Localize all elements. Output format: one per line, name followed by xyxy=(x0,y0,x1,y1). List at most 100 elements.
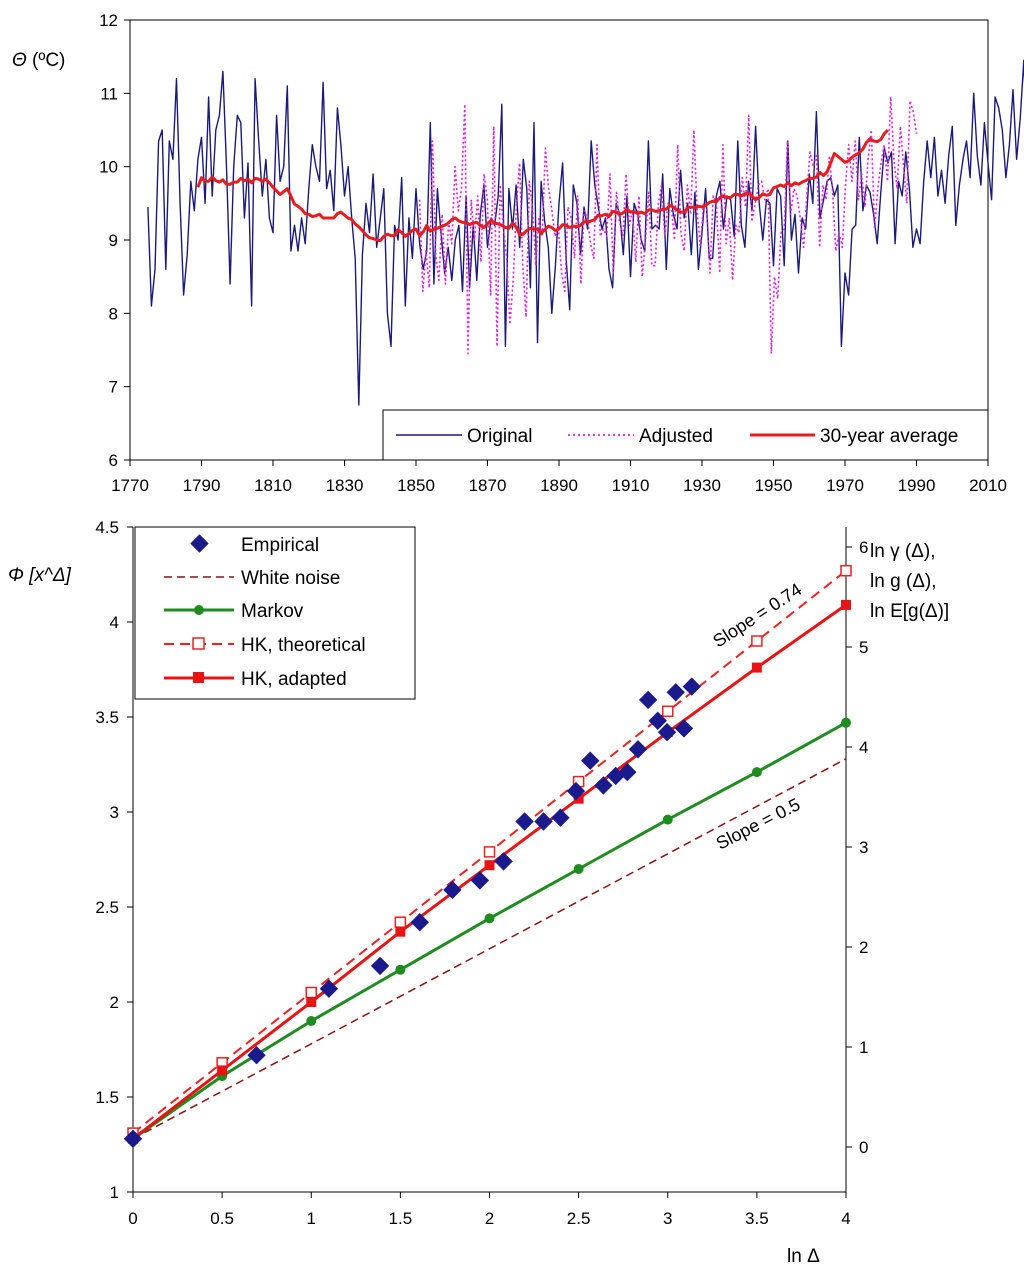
bottom-y-tick-label: 3 xyxy=(110,803,119,822)
empirical-point xyxy=(566,781,586,801)
bottom-y-tick-label: 1 xyxy=(110,1183,119,1202)
empirical-point xyxy=(594,776,613,795)
top-x-tick-label: 1910 xyxy=(612,476,650,495)
top-y-tick-label: 10 xyxy=(99,158,118,177)
legend-hk-adapted-marker xyxy=(193,672,204,683)
original-series-line xyxy=(147,59,1024,406)
top-x-tick-label: 2010 xyxy=(969,476,1007,495)
legend-empirical-label: Empirical xyxy=(241,535,319,556)
empirical-point xyxy=(648,711,667,730)
empirical-point xyxy=(370,956,390,976)
hk-theoretical-point xyxy=(751,635,763,647)
empirical-point xyxy=(494,852,513,871)
top-x-tick-label: 1950 xyxy=(755,476,793,495)
white-noise-line xyxy=(132,758,847,1140)
top-legend: Original Adjusted 30-year average xyxy=(382,409,989,461)
empirical-point xyxy=(674,719,694,738)
legend-hk-theoretical-label: HK, theoretical xyxy=(241,635,366,656)
top-y-axis: 6 7 8 9 10 11 12 xyxy=(99,11,130,470)
top-legend-box xyxy=(382,409,989,461)
empirical-point xyxy=(534,812,553,831)
bottom-right-y-tick-label: 6 xyxy=(859,538,868,557)
bottom-right-y-tick-label: 1 xyxy=(859,1038,868,1057)
hk-adapted-point xyxy=(484,860,495,871)
hk-theoretical-point xyxy=(305,986,317,999)
empirical-point xyxy=(123,1129,143,1148)
legend-white-noise-label: White noise xyxy=(241,568,340,589)
top-x-tick-label: 1990 xyxy=(898,476,936,495)
bottom-x-tick-label: 1 xyxy=(307,1209,316,1228)
legend-empirical-marker xyxy=(190,534,209,553)
bottom-left-y-axis-label: Φ [x^Δ] xyxy=(8,565,72,586)
top-x-tick-label: 1930 xyxy=(683,476,721,495)
top-series-group xyxy=(147,59,1024,406)
empirical-point xyxy=(410,913,429,932)
top-x-tick-label: 1850 xyxy=(397,476,435,495)
markov-point xyxy=(573,864,584,874)
top-y-tick-label: 6 xyxy=(109,451,118,470)
bottom-y-tick-label: 4.5 xyxy=(95,518,119,537)
bottom-x-tick-label: 3 xyxy=(663,1209,672,1228)
legend-hk-adapted-label: HK, adapted xyxy=(241,669,347,690)
legend-markov-marker xyxy=(194,605,204,615)
hk-adapted-point xyxy=(573,793,584,804)
empirical-point xyxy=(470,871,490,890)
bottom-y-tick-label: 3.5 xyxy=(95,708,119,727)
empirical-point xyxy=(247,1046,266,1065)
hk-adapted-point xyxy=(217,1065,228,1076)
hk-theoretical-point xyxy=(394,916,407,928)
top-y-tick-label: 12 xyxy=(99,11,118,30)
top-x-tick-label: 1790 xyxy=(183,476,221,495)
bottom-right-y-tick-label: 4 xyxy=(859,738,868,757)
top-x-tick-label: 1970 xyxy=(826,476,864,495)
top-y-tick-label: 11 xyxy=(100,84,118,103)
average-series-line xyxy=(196,128,889,243)
legend-hk-theoretical-marker xyxy=(192,637,205,650)
hk-theoretical-point xyxy=(840,564,852,577)
empirical-point xyxy=(657,723,677,742)
bottom-legend: Empirical White noise Markov HK, theoret… xyxy=(134,526,416,700)
bottom-y-tick-label: 2.5 xyxy=(95,898,119,917)
empirical-point xyxy=(618,762,637,782)
top-x-tick-label: 1890 xyxy=(540,476,578,495)
bottom-y-tick-label: 1.5 xyxy=(95,1088,119,1107)
legend-markov-label: Markov xyxy=(241,601,304,622)
hk-adapted-point xyxy=(751,662,762,673)
bottom-y-tick-label: 4 xyxy=(110,613,119,632)
markov-point xyxy=(306,1016,317,1026)
markov-point xyxy=(484,913,495,924)
top-x-tick-label: 1830 xyxy=(326,476,364,495)
hk-theoretical-point xyxy=(483,846,496,858)
empirical-point xyxy=(551,808,570,827)
markov-point xyxy=(841,717,851,728)
bottom-right-y-tick-label: 5 xyxy=(859,638,868,657)
bottom-right-y-tick-label: 0 xyxy=(859,1138,868,1157)
empirical-point xyxy=(319,979,339,998)
right-axis-label-line1: ln γ (Δ), xyxy=(870,541,935,562)
markov-point xyxy=(395,964,406,975)
bottom-y-tick-label: 2 xyxy=(110,993,119,1012)
bottom-x-tick-label: 2.5 xyxy=(567,1209,591,1228)
legend-adjusted-label: Adjusted xyxy=(639,426,713,447)
hk-theoretical-point xyxy=(662,705,674,718)
bottom-left-y-axis: 1 1.5 2 2.5 3 3.5 4 4.5 xyxy=(95,518,133,1202)
markov-point xyxy=(662,814,673,825)
bottom-x-tick-label: 0 xyxy=(128,1209,137,1228)
top-x-tick-label: 1810 xyxy=(254,476,292,495)
bottom-legend-box xyxy=(134,526,416,700)
empirical-point xyxy=(443,880,462,900)
empirical-point xyxy=(628,740,648,759)
bottom-x-tick-label: 2 xyxy=(485,1209,494,1228)
bottom-series-group xyxy=(123,564,852,1148)
hk-adapted-point xyxy=(395,926,406,937)
top-y-tick-label: 9 xyxy=(109,231,118,250)
bottom-right-y-axis: 0 1 2 3 4 5 6 xyxy=(846,538,868,1157)
right-axis-label-line3: ln E[g(Δ)] xyxy=(870,601,949,622)
empirical-point xyxy=(682,677,702,696)
top-y-tick-label: 8 xyxy=(109,304,118,323)
right-axis-label-line2: ln g (Δ), xyxy=(870,571,937,592)
hk-adapted-point xyxy=(841,599,851,610)
